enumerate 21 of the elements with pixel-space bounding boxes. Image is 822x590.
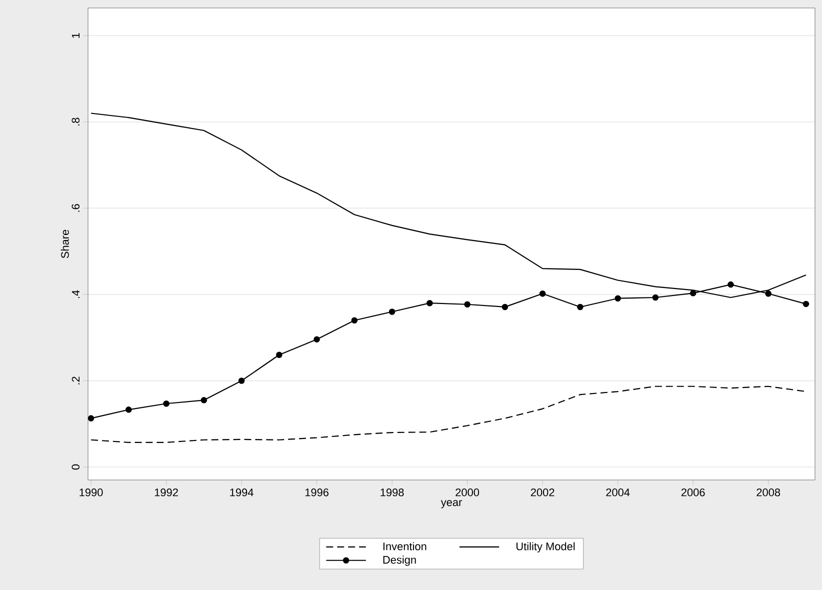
x-tick-label: 1992	[154, 488, 178, 496]
x-axis-title: year	[440, 500, 462, 508]
y-tick-label: .4	[72, 290, 80, 298]
x-tick-label: 1994	[230, 488, 254, 496]
x-tick-label: 1990	[80, 488, 103, 496]
y-tick-label: .2	[72, 376, 80, 384]
legend-label: Utility Model	[516, 542, 575, 552]
x-tick-label: 2002	[530, 488, 554, 496]
x-tick-label: 2008	[756, 488, 780, 496]
y-axis-title: Share	[60, 230, 69, 258]
x-tick-label: 2006	[681, 488, 705, 496]
x-tick-label: 1996	[305, 488, 328, 496]
y-tick-label: 1	[72, 33, 80, 38]
y-tick-label: 0	[72, 464, 80, 470]
x-tick-label: 1998	[380, 488, 404, 496]
y-tick-label: .6	[72, 204, 80, 212]
legend-label: Invention	[383, 542, 426, 550]
y-tick-label: .8	[72, 118, 80, 126]
x-tick-label: 2004	[606, 488, 630, 496]
legend-label: Design	[383, 556, 416, 566]
x-tick-label: 2000	[456, 488, 480, 496]
